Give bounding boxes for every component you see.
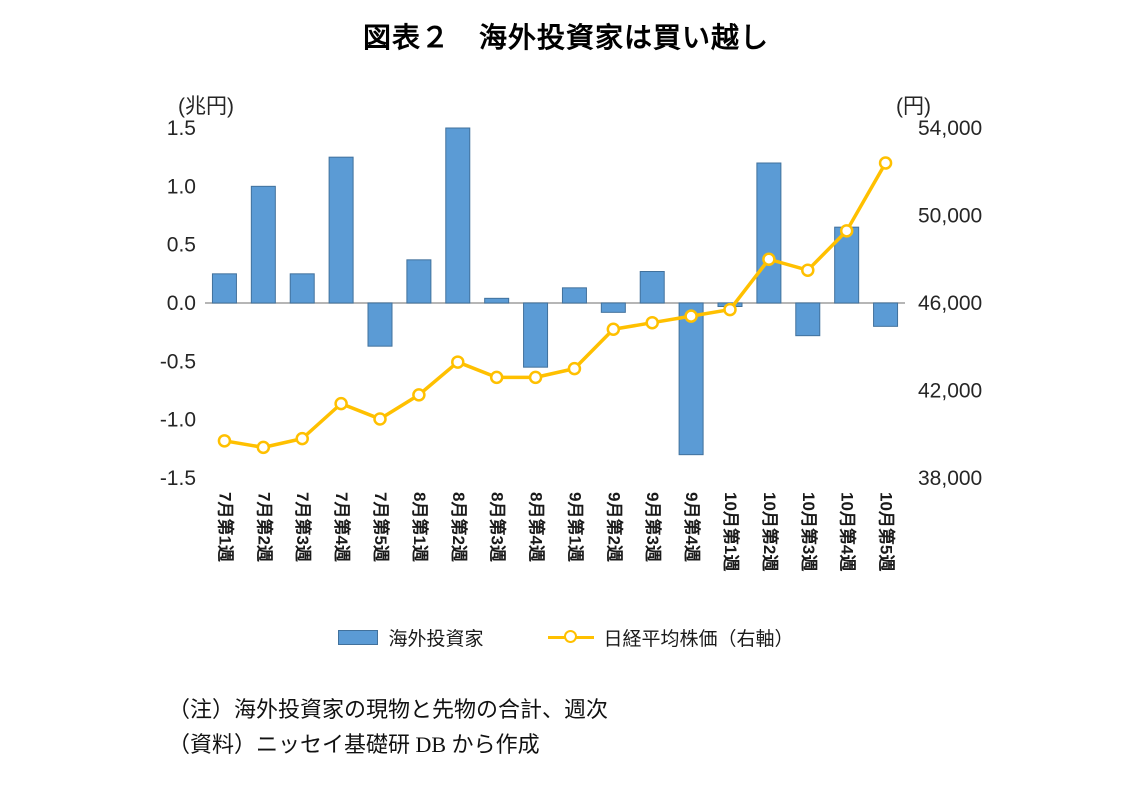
right-axis-tick-label: 54,000 — [918, 117, 982, 140]
right-axis-tick-label: 50,000 — [918, 205, 982, 228]
left-axis-tick-label: 1.5 — [167, 117, 196, 140]
x-axis-label: 7月第3週 — [293, 492, 313, 562]
left-axis-tick-label: 0.5 — [167, 234, 196, 257]
nikkei-line-marker — [217, 434, 232, 448]
nikkei-line-marker — [878, 156, 893, 170]
nikkei-line-marker — [256, 440, 271, 455]
x-axis-label: 9月第4週 — [682, 492, 702, 562]
footnotes: （注）海外投資家の現物と先物の合計、週次 （資料）ニッセイ基礎研 DB から作成 — [168, 692, 608, 762]
left-axis-tick-label: 1.0 — [167, 175, 196, 198]
nikkei-line — [222, 161, 888, 450]
right-axis-tick-label: 46,000 — [918, 292, 982, 315]
nikkei-line-marker — [373, 412, 387, 426]
x-axis-label: 10月第4週 — [838, 492, 858, 571]
left-axis-tick-label: -1.5 — [160, 467, 196, 490]
nikkei-line-marker — [839, 224, 854, 238]
footnote-source: （資料）ニッセイ基礎研 DB から作成 — [168, 732, 540, 757]
line-series-swatch — [547, 630, 594, 644]
bar-week-10 — [561, 287, 587, 304]
bar-week-13 — [678, 302, 704, 456]
x-axis-label: 10月第3週 — [799, 492, 819, 571]
nikkei-line-marker — [528, 370, 543, 385]
right-axis-tick-label: 38,000 — [918, 467, 982, 490]
x-axis-label: 7月第1週 — [215, 492, 235, 562]
nikkei-line-marker — [606, 322, 621, 336]
nikkei-line-marker — [412, 388, 426, 402]
bar-week-8 — [484, 297, 510, 304]
nikkei-line-marker — [451, 355, 465, 369]
nikkei-line-marker — [334, 396, 348, 411]
nikkei-line-marker — [567, 361, 582, 376]
legend-item-nikkei: 日経平均株価（右軸） — [547, 624, 794, 651]
legend-label-foreign-investors: 海外投資家 — [388, 629, 484, 650]
nikkei-line-marker — [489, 370, 504, 385]
bar-week-15 — [756, 162, 782, 304]
chart-legend: 海外投資家 日経平均株価（右軸） — [0, 624, 1132, 651]
bar-week-1 — [211, 273, 237, 304]
bar-week-9 — [523, 302, 549, 368]
bar-week-2 — [250, 185, 276, 304]
nikkei-line-marker — [684, 309, 698, 323]
line-marker-swatch — [563, 630, 577, 644]
bar-week-6 — [406, 259, 432, 304]
left-axis-unit-label: (兆円) — [178, 95, 234, 118]
x-axis-label: 7月第4週 — [332, 492, 352, 562]
bar-week-16 — [795, 302, 821, 337]
footnote-note: （注）海外投資家の現物と先物の合計、週次 — [168, 697, 609, 722]
x-axis-label: 7月第2週 — [254, 492, 274, 562]
legend-item-foreign-investors: 海外投資家 — [338, 624, 484, 651]
x-axis-label: 8月第3週 — [488, 492, 508, 562]
chart-plot-area: 1.5 1.0 0.5 0.0 -0.5 -1.0 -1.5 54,000 50,000 46,0… — [160, 117, 982, 571]
x-axis-label: 9月第3週 — [643, 492, 663, 562]
right-axis-tick-label: 42,000 — [918, 380, 982, 403]
legend-label-nikkei: 日経平均株価（右軸） — [603, 629, 794, 650]
x-axis-label: 7月第5週 — [371, 492, 391, 562]
bar-week-12 — [639, 271, 665, 304]
bar-week-4 — [328, 156, 354, 304]
left-axis-tick-label: 0.0 — [167, 292, 196, 315]
right-axis-unit-label: (円) — [896, 95, 931, 118]
nikkei-line-marker — [801, 263, 815, 277]
left-axis-tick-label: -0.5 — [160, 350, 196, 373]
bar-week-5 — [367, 302, 393, 347]
x-axis-label: 8月第2週 — [449, 492, 469, 562]
nikkei-line-marker — [723, 302, 737, 317]
bar-week-18 — [873, 302, 899, 327]
bar-week-3 — [289, 273, 315, 304]
x-axis-label: 9月第2週 — [604, 492, 624, 562]
chart-title: 図表２ 海外投資家は買い越し — [362, 22, 769, 53]
x-axis-label: 8月第4週 — [527, 492, 547, 562]
nikkei-line-marker — [645, 315, 659, 330]
x-axis-label: 9月第1週 — [565, 492, 585, 562]
x-axis-label: 10月第5週 — [877, 492, 897, 571]
nikkei-line-marker — [295, 431, 309, 446]
bar-week-7 — [445, 127, 471, 304]
x-axis-label: 10月第1週 — [721, 492, 741, 571]
nikkei-line-marker — [762, 252, 776, 266]
x-axis-label: 8月第1週 — [410, 492, 430, 562]
bar-series-swatch — [338, 630, 379, 645]
x-axis-label: 10月第2週 — [760, 492, 780, 571]
bar-week-11 — [600, 302, 626, 313]
left-axis-tick-label: -1.0 — [160, 409, 196, 432]
